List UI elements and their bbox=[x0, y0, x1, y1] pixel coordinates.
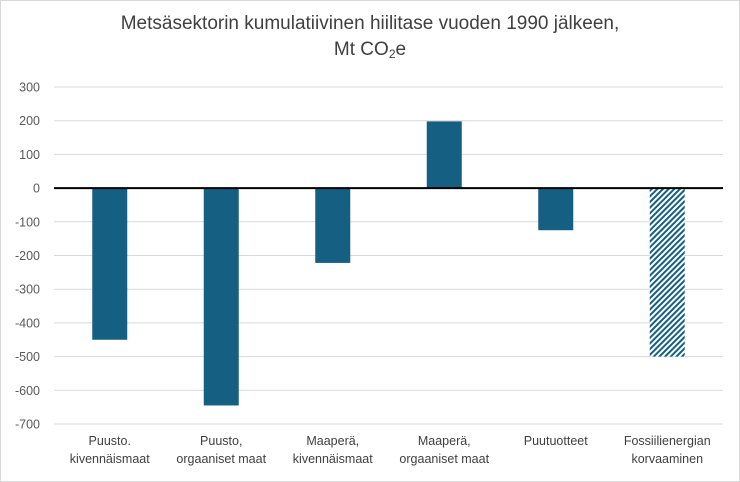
x-category-label-line: Puusto. bbox=[89, 434, 131, 448]
y-tick-label: 300 bbox=[19, 81, 40, 95]
y-tick-label: -100 bbox=[15, 215, 40, 229]
x-category-label: Puusto. kivennäismaat bbox=[70, 434, 150, 466]
x-category-label-line: Fossiilienergian bbox=[624, 434, 711, 448]
title-unit-subscript: 2 bbox=[388, 47, 396, 61]
y-tick-label: -400 bbox=[15, 316, 40, 330]
x-category-label-line: Maaperä, bbox=[418, 434, 471, 448]
title-unit-suffix: e bbox=[395, 39, 407, 60]
y-tick-label: -600 bbox=[15, 384, 40, 398]
x-category-label-line: kivennäismaat bbox=[293, 452, 373, 466]
y-tick-label: -200 bbox=[15, 249, 40, 263]
y-tick-label: 200 bbox=[19, 114, 40, 128]
y-tick-label: 0 bbox=[33, 182, 40, 196]
x-category-label: Maaperä, orgaaniset maat bbox=[399, 434, 489, 466]
bar bbox=[315, 188, 351, 263]
x-category-label-line: Puusto, bbox=[200, 434, 242, 448]
chart-title: Metsäsektorin kumulatiivinen hiilitase v… bbox=[1, 11, 739, 67]
x-category-label-line: kivennäismaat bbox=[70, 452, 150, 466]
y-tick-label: -700 bbox=[15, 418, 40, 432]
bar bbox=[426, 121, 462, 189]
y-tick-label: 100 bbox=[19, 148, 40, 162]
bar bbox=[92, 188, 128, 340]
x-category-label-line: korvaaminen bbox=[631, 452, 703, 466]
chart-title-line2: Mt CO2e bbox=[1, 37, 739, 67]
x-category-label: Maaperä, kivennäismaat bbox=[293, 434, 373, 466]
bar bbox=[649, 188, 685, 357]
bar bbox=[538, 188, 574, 231]
title-unit-prefix: Mt CO bbox=[333, 39, 389, 60]
x-category-label: Puutuotteet bbox=[524, 434, 588, 448]
x-category-label-line: Maaperä, bbox=[306, 434, 359, 448]
chart-title-line1: Metsäsektorin kumulatiivinen hiilitase v… bbox=[120, 13, 620, 34]
y-tick-label: -300 bbox=[15, 283, 40, 297]
x-category-label-line: orgaaniset maat bbox=[176, 452, 266, 466]
y-tick-label: -500 bbox=[15, 350, 40, 364]
x-category-label: Puusto, orgaaniset maat bbox=[176, 434, 266, 466]
bar bbox=[203, 188, 239, 406]
x-category-label: Fossiilienergian korvaaminen bbox=[624, 434, 711, 466]
x-category-label-line: Puutuotteet bbox=[524, 434, 588, 448]
x-category-label-line: orgaaniset maat bbox=[399, 452, 489, 466]
